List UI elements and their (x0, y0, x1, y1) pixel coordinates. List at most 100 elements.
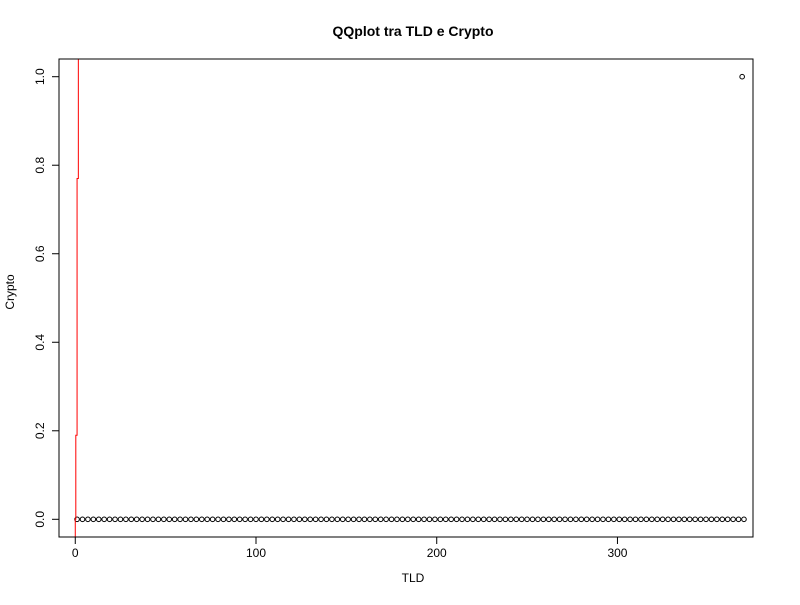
x-axis-label: TLD (402, 571, 425, 585)
data-point (318, 516, 324, 523)
data-point (198, 516, 205, 523)
data-point (182, 516, 189, 523)
data-point (269, 516, 276, 523)
data-point (562, 516, 568, 523)
data-point (502, 516, 509, 523)
data-point (95, 516, 102, 523)
data-point (253, 516, 259, 523)
data-point (486, 516, 492, 523)
data-point (459, 516, 465, 523)
data-point (665, 516, 671, 523)
data-point (724, 516, 731, 523)
data-point (296, 516, 303, 523)
data-point (638, 516, 644, 523)
data-point (231, 516, 238, 523)
data-point (258, 516, 265, 523)
x-tick-label: 200 (427, 546, 447, 560)
data-point (611, 516, 617, 523)
y-tick-label: 0.6 (33, 245, 47, 262)
data-point (85, 516, 91, 523)
data-point (334, 516, 341, 523)
data-point (399, 516, 406, 523)
data-point (567, 516, 574, 523)
data-point (377, 516, 384, 523)
data-point (161, 516, 167, 523)
data-point (139, 516, 145, 523)
data-point (513, 516, 520, 523)
data-point (545, 516, 552, 523)
data-point (578, 516, 585, 523)
data-point (101, 516, 107, 523)
data-point (480, 516, 487, 523)
data-point (123, 516, 129, 523)
data-point (741, 516, 747, 523)
data-point (291, 516, 297, 523)
data-point (79, 516, 86, 523)
data-point (524, 516, 530, 523)
data-point (155, 516, 162, 523)
data-point (491, 516, 498, 523)
data-point (323, 516, 330, 523)
data-point (594, 516, 601, 523)
data-point (686, 516, 693, 523)
data-point (215, 516, 221, 523)
data-point (453, 516, 460, 523)
data-point (394, 516, 400, 523)
data-point (242, 516, 248, 523)
data-point (540, 516, 547, 523)
data-point (301, 516, 308, 523)
data-point (106, 516, 113, 523)
data-point (497, 516, 503, 523)
data-point (470, 516, 476, 523)
data-point (697, 516, 704, 523)
plot-frame (58, 58, 754, 538)
data-point (405, 516, 411, 523)
data-point (556, 516, 563, 523)
data-point (150, 516, 156, 523)
data-point (708, 516, 715, 523)
data-point (442, 516, 449, 523)
data-point (735, 516, 742, 523)
data-point (367, 516, 373, 523)
data-point (209, 516, 216, 523)
data-point (605, 516, 612, 523)
data-point (372, 516, 379, 523)
data-point (264, 516, 270, 523)
data-point (204, 516, 210, 523)
data-point (676, 516, 682, 523)
data-point (144, 516, 151, 523)
data-point (285, 516, 292, 523)
data-point (670, 516, 677, 523)
data-point (177, 516, 183, 523)
data-point (220, 516, 227, 523)
data-point (415, 516, 422, 523)
data-point (714, 516, 720, 523)
plot-marks: 0 100 200 300 0.0 0.2 0.4 0.6 0.8 1.0 (33, 59, 747, 560)
y-axis-label: Crypto (3, 274, 17, 310)
data-point (621, 516, 628, 523)
data-point (535, 516, 541, 523)
data-point (361, 516, 368, 523)
data-point (426, 516, 433, 523)
data-point (508, 516, 514, 523)
data-point (410, 516, 417, 523)
data-point (475, 516, 482, 523)
data-point (345, 516, 351, 523)
data-point (236, 516, 243, 523)
data-point (133, 516, 140, 523)
data-point (432, 516, 438, 523)
data-point (226, 516, 232, 523)
chart-title: QQplot tra TLD e Crypto (333, 23, 494, 39)
data-point (529, 516, 536, 523)
data-point (589, 516, 595, 523)
data-point (464, 516, 471, 523)
data-point (703, 516, 709, 523)
x-tick-label: 100 (246, 546, 266, 560)
data-point (128, 516, 135, 523)
data-point (437, 516, 444, 523)
data-point (616, 516, 623, 523)
data-point (518, 516, 525, 523)
y-tick-label: 0.2 (33, 422, 47, 439)
data-point (307, 516, 314, 523)
